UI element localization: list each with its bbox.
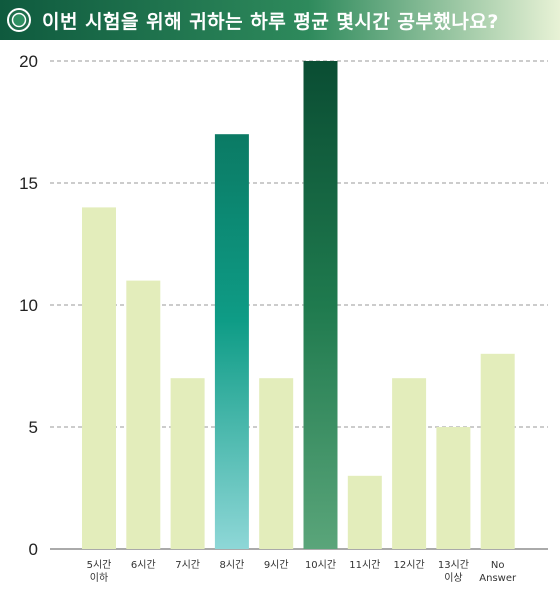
chart-title: 이번 시험을 위해 귀하는 하루 평균 몇시간 공부했나요? (42, 11, 499, 33)
bar-layer (82, 61, 515, 549)
y-tick-label: 20 (19, 52, 38, 71)
bar (126, 280, 161, 549)
x-tick-label: 11시간 (349, 559, 380, 571)
x-tick-label: 6시간 (131, 559, 156, 571)
bar (392, 378, 427, 549)
bar (259, 378, 294, 549)
circle-icon (7, 8, 31, 32)
bar (480, 353, 515, 549)
x-tick-label: 12시간 (394, 559, 425, 571)
bar (170, 378, 205, 549)
y-tick-label: 10 (19, 296, 38, 315)
x-tick-label: 5시간 이하 (87, 559, 112, 584)
grid-layer (50, 60, 548, 550)
x-tick-label: 9시간 (264, 559, 289, 571)
y-tick-label: 0 (29, 540, 38, 559)
y-tick-label: 15 (19, 174, 38, 193)
x-tick-label: 8시간 (220, 559, 245, 571)
x-tick-label: 10시간 (305, 559, 336, 571)
label-layer: 0 5 10 15 20 5시간 이하 6시간 7시간 8시간 9시간 10시간 11시간 12시간 13시… (19, 52, 517, 584)
bar (347, 475, 382, 549)
x-tick-label: 13시간 이상 (438, 559, 469, 584)
x-tick-label: 7시간 (175, 559, 200, 571)
chart-header: 이번 시험을 위해 귀하는 하루 평균 몇시간 공부했나요? (0, 0, 560, 40)
y-tick-label: 5 (29, 418, 38, 437)
bar (214, 134, 249, 549)
bar (303, 61, 338, 549)
x-tick-label: No Answer (479, 560, 517, 584)
bar (436, 427, 471, 549)
bar (82, 207, 116, 549)
